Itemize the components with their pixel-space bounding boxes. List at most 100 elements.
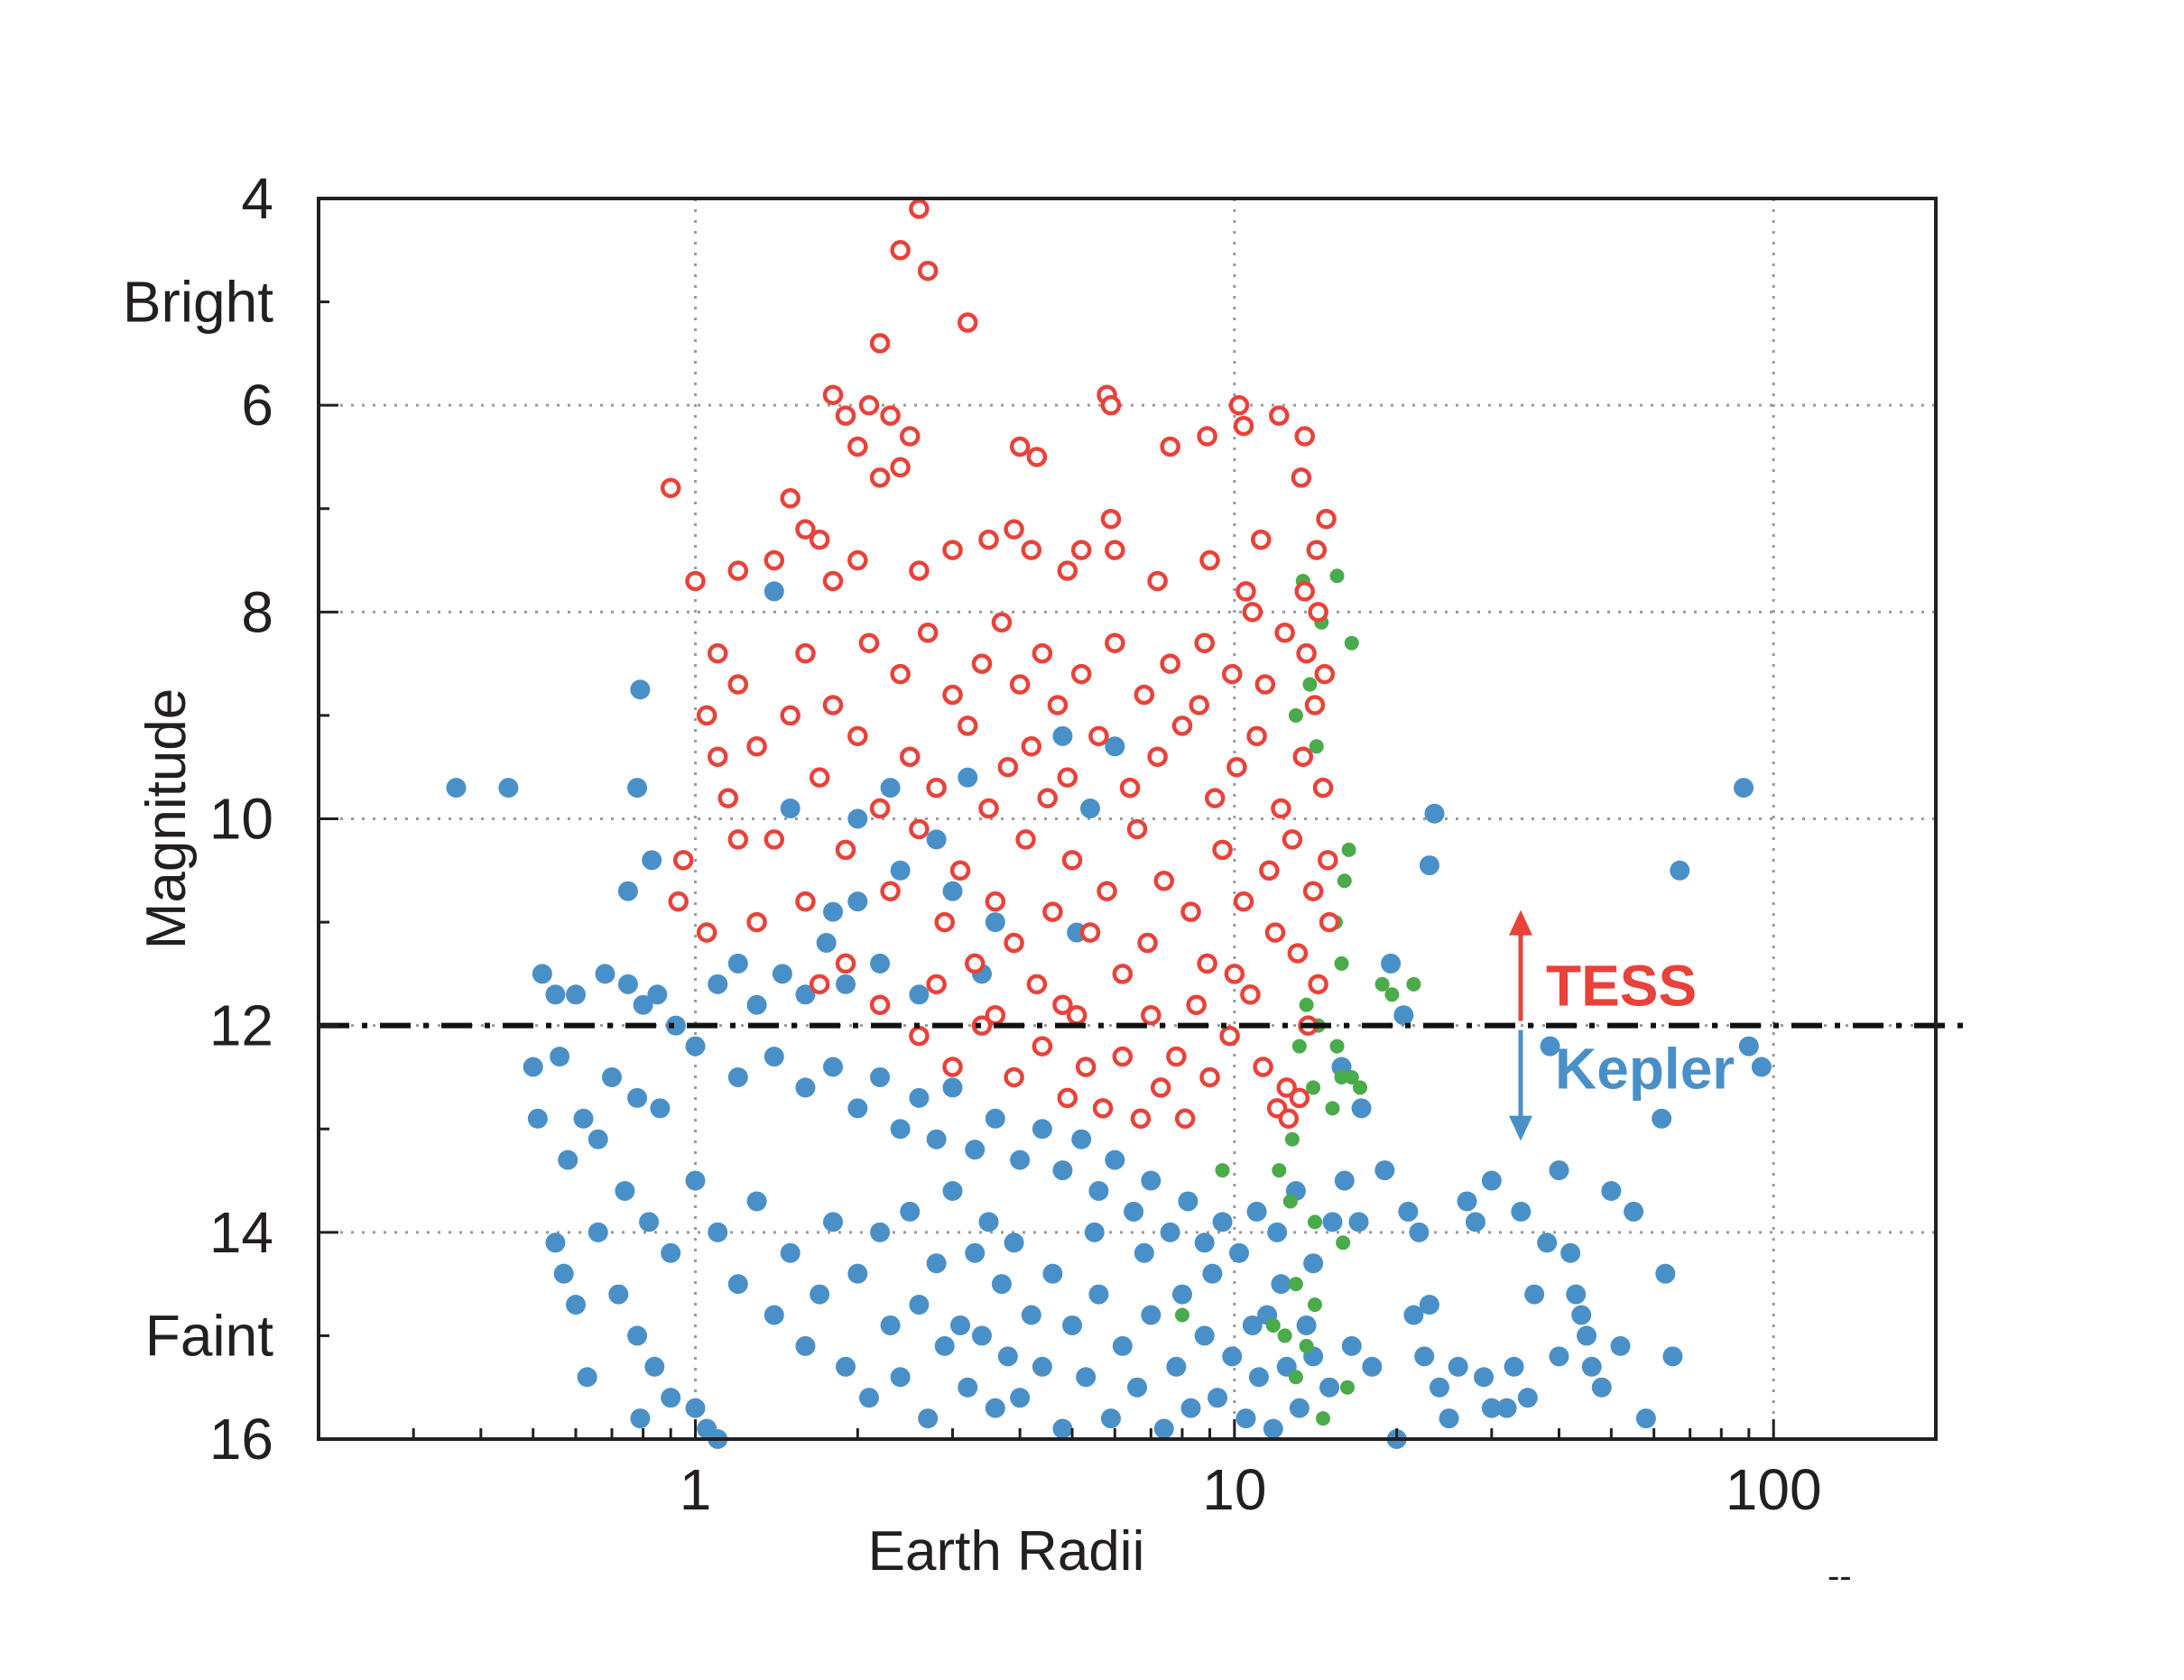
kepler-point <box>1549 1160 1569 1181</box>
kepler-point <box>847 1263 868 1284</box>
tess-point <box>795 519 816 540</box>
tess-point <box>1319 911 1340 933</box>
tess-point <box>1314 663 1336 685</box>
tess-point <box>1240 984 1261 1005</box>
kepler-point <box>950 1315 971 1335</box>
tess-point <box>1269 405 1290 426</box>
tess-point <box>1092 1098 1114 1119</box>
kepler-point <box>918 1408 939 1429</box>
kepler-point <box>823 1057 844 1077</box>
kepler-point <box>1084 1222 1105 1242</box>
tess-point <box>660 477 681 499</box>
tess-point <box>1147 746 1168 767</box>
green-point <box>1302 677 1318 692</box>
tess-point <box>746 911 767 933</box>
tess-point <box>909 1025 930 1047</box>
tess-point <box>1204 788 1226 808</box>
kepler-point <box>1105 736 1125 757</box>
green-point <box>1291 1038 1307 1054</box>
tess-point <box>1147 570 1168 592</box>
green-point <box>1334 1069 1349 1085</box>
tess-point <box>1287 943 1309 964</box>
green-point <box>1299 1338 1314 1353</box>
tess-point <box>1057 767 1078 788</box>
tess-point <box>985 891 1006 912</box>
kepler-point <box>909 984 930 1005</box>
tess-point <box>1100 508 1122 530</box>
kepler-point <box>647 984 668 1005</box>
tess-point <box>835 405 856 426</box>
x-axis-title: Earth Radii <box>868 1520 1145 1583</box>
kepler-point <box>836 974 856 994</box>
tess-point <box>763 549 785 571</box>
kepler-point <box>1393 1005 1414 1026</box>
kepler-point <box>763 1305 784 1325</box>
tess-point <box>780 488 800 509</box>
green-point <box>1325 1101 1340 1116</box>
kepler-point <box>1448 1356 1468 1377</box>
green-point <box>1309 739 1324 754</box>
kepler-point <box>1303 1253 1324 1274</box>
tess-point <box>1316 508 1337 530</box>
kepler-point <box>1171 1284 1192 1305</box>
tess-point <box>809 974 830 995</box>
kepler-point <box>661 1242 681 1263</box>
tess-point <box>899 426 921 447</box>
tess-point <box>964 953 986 974</box>
tess-point <box>1312 777 1334 798</box>
kepler-point <box>595 964 615 984</box>
tess-point <box>1026 447 1048 467</box>
tess-point <box>1009 436 1031 457</box>
tess-point <box>1259 860 1280 882</box>
tess-point <box>1079 922 1101 943</box>
green-point <box>1272 1163 1287 1178</box>
tess-point <box>1306 540 1328 560</box>
kepler-point <box>1517 1388 1538 1408</box>
kepler-point <box>1403 1305 1424 1325</box>
kepler-point <box>1362 1356 1383 1377</box>
tess-point <box>890 663 911 685</box>
kepler-point <box>1112 1335 1133 1356</box>
green-point <box>1284 1131 1300 1147</box>
tess-point <box>1308 602 1328 623</box>
y-tick-label: 14 <box>209 1200 273 1265</box>
kepler-point <box>836 1356 856 1377</box>
footer-mark: -- <box>1828 1556 1852 1596</box>
kepler-point <box>1071 1129 1092 1149</box>
kepler-point <box>633 994 653 1015</box>
tess-point <box>835 839 856 861</box>
tess-point <box>1282 829 1303 850</box>
tess-point <box>997 756 1019 778</box>
tess-point <box>672 850 694 871</box>
tess-point <box>890 240 911 261</box>
kepler-point <box>772 964 792 984</box>
tess-point <box>1112 1046 1134 1067</box>
kepler-point <box>942 1077 963 1098</box>
tess-point <box>1292 746 1314 767</box>
kepler-point <box>446 778 467 798</box>
y-extra-label: Bright <box>123 270 273 335</box>
green-point <box>1340 1380 1356 1395</box>
kepler-point <box>617 974 638 994</box>
kepler-point <box>780 1242 800 1263</box>
y-tick-label: 6 <box>241 373 273 438</box>
kepler-point <box>1381 953 1402 974</box>
tess-point <box>1141 1004 1161 1026</box>
kepler-point <box>909 1087 930 1108</box>
plot-frame <box>317 197 1963 1441</box>
tess-point <box>1057 560 1078 581</box>
kepler-point <box>1549 1346 1569 1367</box>
tess-point <box>822 570 844 592</box>
green-point <box>1384 987 1400 1002</box>
tess-point <box>1075 1057 1097 1077</box>
kepler-point <box>708 974 728 994</box>
green-point <box>1288 707 1303 723</box>
tess-point <box>869 994 891 1015</box>
kepler-point <box>1042 1263 1063 1284</box>
green-point <box>1307 1297 1322 1313</box>
tess-point <box>1276 1077 1297 1098</box>
kepler-point <box>1571 1305 1592 1325</box>
kepler-point <box>1100 1408 1121 1429</box>
kepler-point <box>1124 1201 1144 1222</box>
